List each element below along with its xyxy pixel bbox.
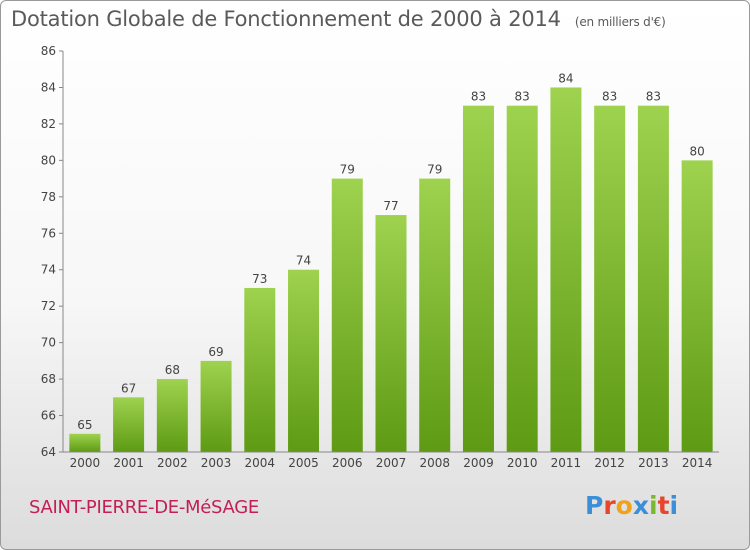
logo-letter: r [603,491,616,520]
bars: 65 67 68 69 73 74 79 77 79 83 83 84 83 83 80 [69,71,713,453]
bar [331,178,363,452]
x-tick-label: 2003 [201,456,232,470]
y-tick-label: 78 [41,190,56,204]
bar-value-label: 84 [558,71,573,85]
bar [681,160,713,452]
bar [550,87,582,453]
x-tick-label: 2001 [113,456,144,470]
x-tick-label: 2002 [157,456,188,470]
logo-letter: t [657,491,670,520]
x-tick-label: 2000 [70,456,101,470]
x-tick-label: 2012 [594,456,625,470]
bar-value-label: 83 [471,90,486,104]
x-tick-label: 2006 [332,456,363,470]
bar-value-label: 83 [646,90,661,104]
chart-title: Dotation Globale de Fonctionnement de 20… [11,7,666,31]
x-tick-label: 2014 [682,456,713,470]
bar-value-label: 83 [602,90,617,104]
proxiti-logo: Proxiti [585,491,678,520]
y-axis: 64 66 68 70 72 74 76 78 80 82 84 86 [41,44,64,459]
bar [113,397,145,452]
bar [69,433,101,452]
bar [419,178,451,452]
x-tick-label: 2008 [419,456,450,470]
y-tick-label: 80 [41,153,56,167]
bar [288,269,320,452]
logo-letter: i [649,491,658,520]
bar [506,105,538,452]
bar-value-label: 80 [689,144,704,158]
bar-value-label: 65 [77,418,92,432]
x-tick-label: 2004 [245,456,276,470]
y-tick-label: 72 [41,299,56,313]
x-tick-label: 2010 [507,456,538,470]
bar [244,287,276,452]
bar [156,379,188,452]
logo-letter: P [585,491,604,520]
bar-value-label: 73 [252,272,267,286]
bar [594,105,626,452]
logo-letter: x [632,491,649,520]
bar-value-label: 69 [208,345,223,359]
x-tick-label: 2007 [376,456,407,470]
x-tick-label: 2011 [551,456,582,470]
chart-unit: (en milliers d'€) [574,15,666,29]
x-tick-label: 2013 [638,456,669,470]
bar [375,215,407,452]
x-tick-label: 2005 [288,456,319,470]
y-tick-label: 76 [41,226,56,240]
bar-value-label: 74 [296,254,311,268]
y-tick-label: 70 [41,336,56,350]
bar [462,105,494,452]
bar-value-label: 67 [121,381,136,395]
commune-name: SAINT-PIERRE-DE-MéSAGE [29,497,259,518]
y-tick-label: 64 [41,445,56,459]
bar-value-label: 83 [515,90,530,104]
x-axis: 2000 2001 2002 2003 2004 2005 2006 2007 2008 2009… [63,451,719,470]
chart-title-text: Dotation Globale de Fonctionnement de 20… [11,7,561,31]
y-tick-label: 74 [41,263,56,277]
bar [200,360,232,452]
y-tick-label: 84 [41,80,56,94]
x-tick-label: 2009 [463,456,494,470]
y-tick-label: 66 [41,409,56,423]
bar [637,105,669,452]
logo-letter: o [615,491,633,520]
y-tick-label: 82 [41,117,56,131]
bar-value-label: 79 [427,163,442,177]
y-tick-label: 86 [41,44,56,58]
bar-value-label: 79 [340,163,355,177]
bar-value-label: 68 [165,363,180,377]
y-tick-label: 68 [41,372,56,386]
bar-value-label: 77 [383,199,398,213]
logo-letter: i [669,491,679,520]
